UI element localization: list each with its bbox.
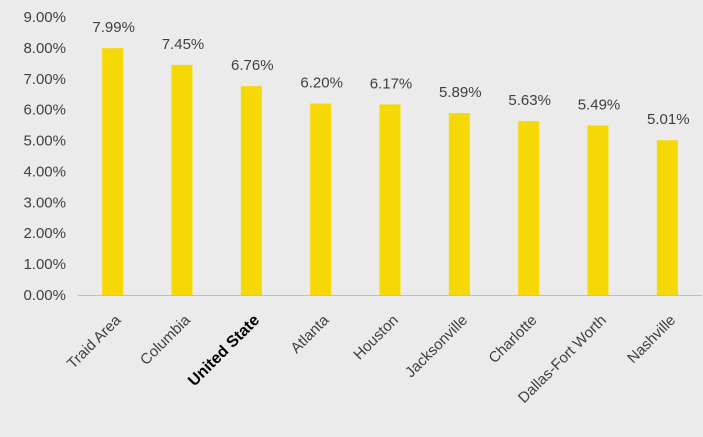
bar [587, 125, 609, 295]
bar [379, 104, 401, 295]
y-tick-label: 9.00% [23, 9, 66, 26]
x-tick-label: Traid Area [64, 311, 125, 372]
bar [448, 113, 470, 295]
bar [518, 121, 540, 296]
data-label: 5.63% [508, 92, 551, 109]
y-tick-label: 6.00% [23, 102, 66, 119]
bar [171, 64, 193, 295]
y-tick-label: 3.00% [23, 194, 66, 211]
x-tick-label: Atlanta [287, 311, 333, 357]
bar [102, 48, 124, 295]
data-label: 6.20% [300, 74, 343, 91]
y-tick-label: 2.00% [23, 225, 66, 242]
y-tick-label: 4.00% [23, 163, 66, 180]
y-axis-ticks: 0.00% 1.00% 2.00% 3.00% 4.00% 5.00% 6.00% 7.00%… [23, 9, 66, 304]
y-tick-label: 7.00% [23, 71, 66, 88]
x-tick-label: Nashville [624, 312, 679, 367]
bars-group [102, 48, 678, 296]
data-label: 5.49% [578, 96, 621, 113]
data-label: 5.01% [647, 111, 690, 128]
data-label: 7.45% [162, 36, 205, 53]
y-tick-label: 0.00% [23, 287, 66, 304]
data-label: 6.76% [231, 57, 274, 74]
x-tick-label: Jacksonville [402, 312, 471, 381]
data-label: 5.89% [439, 84, 482, 101]
data-labels-group: 7.99% 7.45% 6.76% 6.20% 6.17% 5.89% 5.63% 5.49%… [92, 19, 689, 128]
y-tick-label: 8.00% [23, 40, 66, 57]
y-tick-label: 5.00% [23, 133, 66, 150]
bar [656, 140, 678, 295]
x-tick-label: Columbia [137, 311, 194, 368]
x-tick-label: Houston [350, 312, 402, 364]
data-label: 7.99% [92, 19, 135, 36]
bar [310, 103, 332, 295]
data-label: 6.17% [370, 75, 413, 92]
bar [240, 86, 262, 296]
x-tick-label: Charlotte [485, 312, 540, 367]
y-tick-label: 1.00% [23, 256, 66, 273]
x-tick-label: United State [185, 312, 263, 390]
